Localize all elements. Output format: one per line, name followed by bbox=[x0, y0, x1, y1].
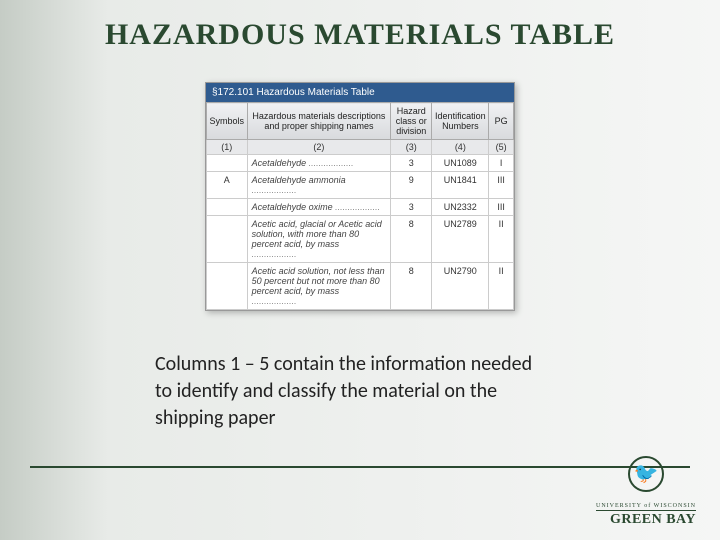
cell-pg: III bbox=[489, 199, 514, 216]
logo-line1: UNIVERSITY of WISCONSIN bbox=[596, 503, 696, 511]
col-hazard-class: Hazard class or division bbox=[391, 103, 432, 140]
table-row: Acetaldehyde oxime ..................3UN… bbox=[207, 199, 514, 216]
cell-description: Acetaldehyde .................. bbox=[247, 155, 391, 172]
cell-symbol bbox=[207, 199, 248, 216]
hazmat-table-figure: §172.101 Hazardous Materials Table Symbo… bbox=[205, 82, 515, 311]
col-symbols: Symbols bbox=[207, 103, 248, 140]
university-logo: 🐦 UNIVERSITY of WISCONSIN GREEN BAY bbox=[596, 456, 696, 528]
cell-symbol bbox=[207, 216, 248, 263]
cell-hazard-class: 3 bbox=[391, 155, 432, 172]
col-pg: PG bbox=[489, 103, 514, 140]
cell-description: Acetic acid, glacial or Acetic acid solu… bbox=[247, 216, 391, 263]
cell-symbol: A bbox=[207, 172, 248, 199]
colnum-1: (1) bbox=[207, 140, 248, 155]
colnum-5: (5) bbox=[489, 140, 514, 155]
slide-title: HAZARDOUS MATERIALS TABLE bbox=[0, 0, 720, 52]
col-id-numbers: Identification Numbers bbox=[432, 103, 489, 140]
cell-description: Acetaldehyde ammonia .................. bbox=[247, 172, 391, 199]
hazmat-table: Symbols Hazardous materials descriptions… bbox=[206, 102, 514, 310]
cell-id-number: UN1089 bbox=[432, 155, 489, 172]
header-row: Symbols Hazardous materials descriptions… bbox=[207, 103, 514, 140]
cell-description: Acetaldehyde oxime .................. bbox=[247, 199, 391, 216]
table-regulation-bar: §172.101 Hazardous Materials Table bbox=[206, 83, 514, 102]
cell-id-number: UN2332 bbox=[432, 199, 489, 216]
colnum-3: (3) bbox=[391, 140, 432, 155]
logo-line2: GREEN BAY bbox=[596, 512, 696, 528]
phoenix-icon: 🐦 bbox=[628, 456, 664, 492]
colnum-4: (4) bbox=[432, 140, 489, 155]
table-row: AAcetaldehyde ammonia ..................… bbox=[207, 172, 514, 199]
column-number-row: (1) (2) (3) (4) (5) bbox=[207, 140, 514, 155]
table-row: Acetaldehyde ..................3UN1089I bbox=[207, 155, 514, 172]
cell-symbol bbox=[207, 155, 248, 172]
cell-id-number: UN2790 bbox=[432, 263, 489, 310]
cell-pg: II bbox=[489, 216, 514, 263]
table-row: Acetic acid, glacial or Acetic acid solu… bbox=[207, 216, 514, 263]
cell-hazard-class: 9 bbox=[391, 172, 432, 199]
cell-pg: I bbox=[489, 155, 514, 172]
footer-divider bbox=[30, 466, 690, 468]
cell-description: Acetic acid solution, not less than 50 p… bbox=[247, 263, 391, 310]
cell-symbol bbox=[207, 263, 248, 310]
cell-id-number: UN1841 bbox=[432, 172, 489, 199]
cell-pg: II bbox=[489, 263, 514, 310]
cell-hazard-class: 3 bbox=[391, 199, 432, 216]
caption-text: Columns 1 – 5 contain the information ne… bbox=[155, 351, 535, 432]
col-descriptions: Hazardous materials descriptions and pro… bbox=[247, 103, 391, 140]
cell-pg: III bbox=[489, 172, 514, 199]
cell-id-number: UN2789 bbox=[432, 216, 489, 263]
cell-hazard-class: 8 bbox=[391, 216, 432, 263]
colnum-2: (2) bbox=[247, 140, 391, 155]
cell-hazard-class: 8 bbox=[391, 263, 432, 310]
table-row: Acetic acid solution, not less than 50 p… bbox=[207, 263, 514, 310]
